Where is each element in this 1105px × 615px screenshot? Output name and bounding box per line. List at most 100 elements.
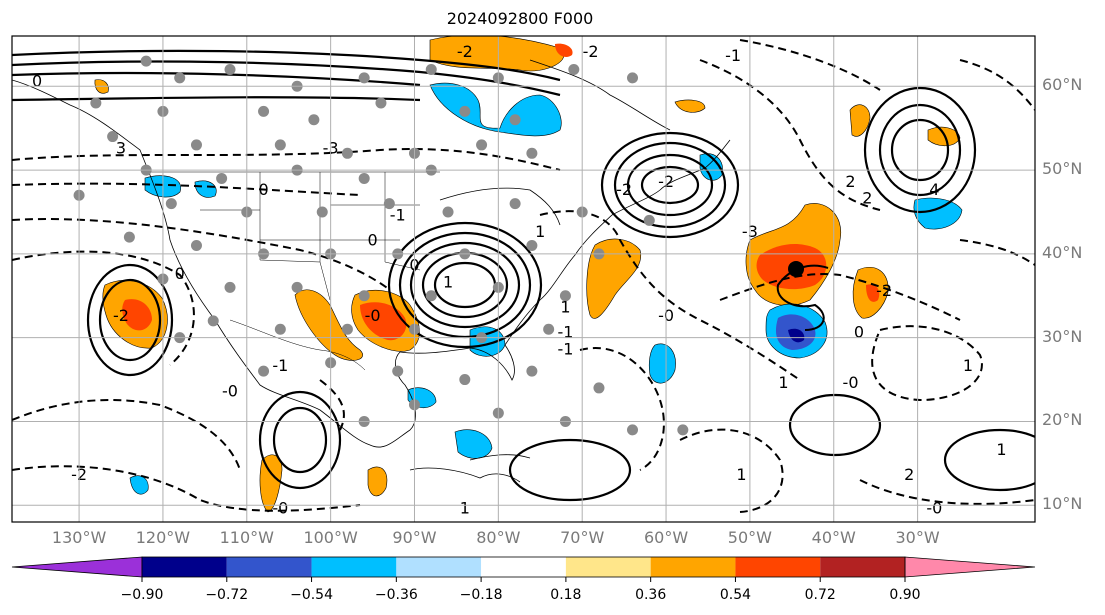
lon-label: 70°W bbox=[560, 528, 605, 547]
contour-label: 1 bbox=[736, 465, 746, 484]
shade-positive bbox=[360, 302, 407, 341]
contours-layer bbox=[12, 49, 1035, 502]
map-frame bbox=[11, 35, 1036, 523]
colorbar-tick-label: −0.18 bbox=[459, 587, 503, 603]
shade-positive bbox=[866, 284, 880, 302]
station-dot bbox=[383, 198, 395, 210]
station-dot bbox=[526, 147, 538, 159]
contour-solid bbox=[508, 438, 632, 502]
coastlines-layer bbox=[12, 59, 731, 483]
shaded-anomaly-layer bbox=[94, 36, 963, 513]
station-dot bbox=[442, 206, 454, 218]
station-dot bbox=[425, 290, 437, 302]
station-dot bbox=[224, 281, 236, 293]
shade-negative bbox=[429, 82, 562, 137]
shade-positive bbox=[429, 36, 565, 72]
contour-dashed bbox=[699, 59, 881, 211]
contour-label: -2 bbox=[113, 306, 129, 325]
contour-dashed bbox=[12, 250, 195, 366]
contour-solid bbox=[398, 231, 532, 339]
station-dot bbox=[140, 55, 152, 67]
contour-label: 0 bbox=[175, 264, 185, 283]
contour-dashed bbox=[319, 379, 345, 431]
station-dot bbox=[190, 139, 202, 151]
station-dot bbox=[341, 147, 353, 159]
station-dot bbox=[90, 97, 102, 109]
contour-solid bbox=[12, 71, 421, 87]
colorbar-tick-label: −0.36 bbox=[374, 587, 418, 603]
station-dot bbox=[190, 239, 202, 251]
contour-label: -0 bbox=[926, 499, 942, 518]
contour-solid bbox=[12, 60, 561, 97]
colorbar-segment bbox=[396, 557, 482, 577]
station-dot bbox=[509, 114, 521, 126]
colorbar-tick-label: 0.54 bbox=[719, 587, 752, 603]
station-dot bbox=[258, 105, 270, 117]
colorbar-tick-label: 0.36 bbox=[635, 587, 667, 603]
station-dot bbox=[274, 323, 286, 335]
lon-label: 110°W bbox=[219, 528, 274, 547]
station-dot bbox=[509, 198, 521, 210]
contour-label: -1 bbox=[272, 356, 288, 375]
station-dot bbox=[358, 72, 370, 84]
colorbar-tick-label: −0.54 bbox=[290, 587, 333, 603]
contour-solid bbox=[863, 86, 977, 214]
contour-solid bbox=[640, 165, 700, 205]
station-dot bbox=[216, 172, 228, 184]
contour-dashed bbox=[739, 39, 881, 91]
contour-label: -2 bbox=[457, 42, 473, 61]
station-dots-layer bbox=[73, 55, 689, 436]
contour-label: 1 bbox=[560, 298, 570, 317]
contour-label: -2 bbox=[583, 42, 599, 61]
contour-solid bbox=[86, 263, 174, 377]
station-dot bbox=[559, 290, 571, 302]
station-dot bbox=[375, 97, 387, 109]
contour-dashed bbox=[719, 273, 961, 321]
contour-solid bbox=[98, 278, 162, 362]
colorbar-frame bbox=[141, 556, 906, 578]
contour-solid bbox=[600, 131, 740, 239]
dashed-contours-layer bbox=[12, 39, 1035, 513]
coastline bbox=[399, 139, 731, 381]
lon-label: 90°W bbox=[392, 528, 437, 547]
colorbar-extend-high bbox=[904, 556, 1036, 578]
station-dot bbox=[476, 139, 488, 151]
station-dot bbox=[627, 424, 639, 436]
contour-dashed bbox=[12, 182, 361, 196]
coastline bbox=[409, 467, 521, 483]
station-dot bbox=[459, 374, 471, 386]
lon-label: 60°W bbox=[643, 528, 689, 547]
storm-marker bbox=[788, 260, 805, 277]
contour-label: 2 bbox=[862, 189, 872, 208]
contour-solid bbox=[409, 241, 521, 329]
shade-negative bbox=[129, 475, 149, 495]
contour-label: -1 bbox=[557, 323, 573, 342]
contour-label: 1 bbox=[778, 373, 788, 392]
shade-positive bbox=[367, 466, 388, 497]
station-dot bbox=[224, 64, 236, 76]
shade-negative bbox=[699, 153, 723, 181]
station-dot bbox=[627, 72, 639, 84]
contour-label: 1 bbox=[963, 356, 973, 375]
station-dot bbox=[568, 64, 580, 76]
contour-labels-layer: -2 -2 -10-33-2-101-1-10 1 -34-22-0-00110-1-0… bbox=[32, 42, 1006, 518]
contour-solid bbox=[258, 390, 342, 490]
station-dot bbox=[643, 214, 655, 226]
contour-dashed bbox=[12, 218, 391, 291]
contour-label: -1 bbox=[557, 339, 573, 358]
coastline bbox=[12, 79, 416, 448]
contour-dashed bbox=[539, 210, 801, 381]
contour-label: 2 bbox=[904, 465, 914, 484]
contour-label: -1 bbox=[725, 46, 741, 65]
contour-label: 3 bbox=[116, 138, 126, 157]
contour-label: -0 bbox=[222, 381, 238, 400]
contour-label: -0 bbox=[843, 373, 859, 392]
station-dot bbox=[392, 365, 404, 377]
lat-label: 60°N bbox=[1042, 75, 1083, 95]
station-dot bbox=[593, 382, 605, 394]
contour-solid bbox=[890, 118, 950, 182]
station-dot bbox=[165, 198, 177, 210]
lat-label: 50°N bbox=[1042, 159, 1083, 179]
contour-label: 0 bbox=[854, 323, 864, 342]
